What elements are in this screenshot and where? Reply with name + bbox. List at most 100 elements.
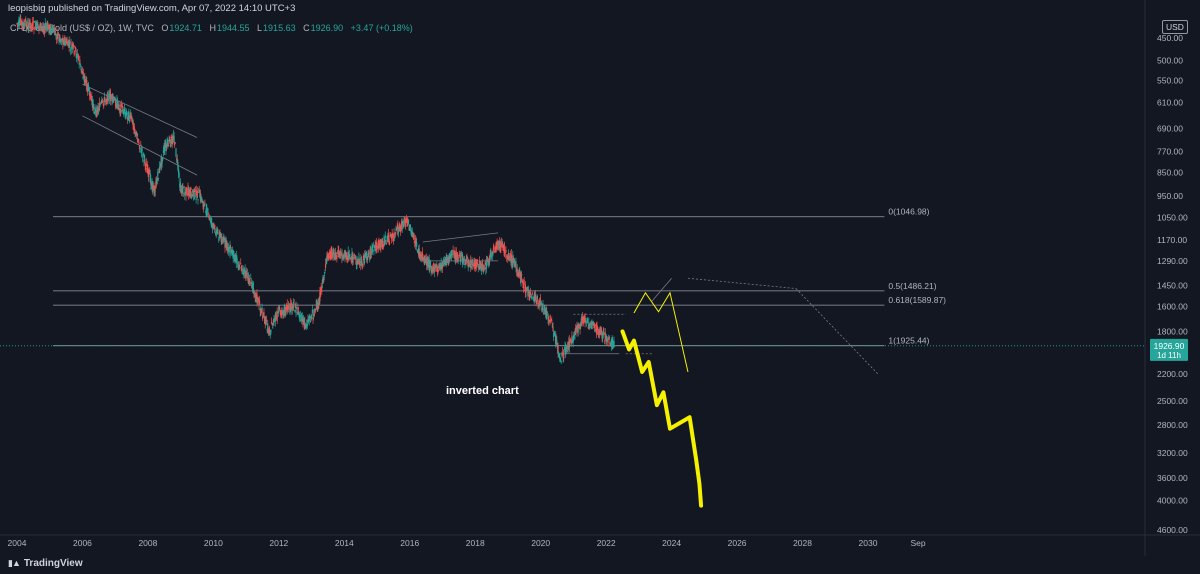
candle-body: [544, 308, 546, 312]
candle-body: [256, 294, 258, 303]
tradingview-brand[interactable]: ▮▲ TradingView: [8, 558, 83, 569]
candle-body: [448, 257, 450, 261]
candle-body: [150, 182, 153, 186]
candle-body: [379, 239, 381, 246]
price-chart[interactable]: 450.00 500.00 550.00 610.00 690.00 770.00 850.…: [0, 0, 1200, 556]
candle-body: [602, 330, 604, 332]
candle-body: [363, 255, 366, 264]
candle-body: [590, 321, 592, 325]
candle-body: [238, 267, 240, 269]
candle-body: [389, 235, 391, 237]
candle-body: [303, 319, 305, 326]
candle-body: [530, 296, 532, 298]
candle-body: [161, 157, 163, 164]
currency-button[interactable]: USD: [1162, 20, 1188, 34]
candle-body: [70, 42, 72, 46]
candle-body: [99, 106, 101, 107]
candle-body: [339, 251, 341, 256]
candle-body: [62, 40, 65, 45]
candle-body: [140, 144, 142, 146]
candle-body: [450, 254, 452, 257]
candle-body: [79, 59, 81, 64]
candle-body: [155, 181, 157, 189]
candle-body: [478, 260, 481, 270]
candle-body: [55, 33, 57, 37]
candle-body: [88, 85, 90, 88]
candle-body: [509, 253, 511, 259]
candle-body: [445, 257, 447, 264]
candle-body: [215, 232, 217, 237]
candle-body: [423, 259, 425, 264]
x-tick-label: 2024: [662, 538, 681, 548]
candle-body: [414, 245, 416, 246]
candle-body: [354, 256, 356, 258]
candle-body: [58, 37, 60, 42]
candle-body: [296, 308, 298, 309]
candle-body: [372, 244, 374, 246]
candle-body: [395, 227, 398, 231]
candle-body: [17, 22, 19, 24]
candle-body: [278, 307, 280, 310]
candle-body: [470, 259, 472, 268]
candle-body: [45, 26, 47, 30]
candle-body: [404, 217, 406, 221]
candle-body: [243, 270, 246, 274]
candle-body: [83, 76, 85, 82]
current-price-tag: [1150, 338, 1188, 361]
candle-body: [368, 253, 370, 255]
candle-body: [252, 282, 254, 291]
candle-body: [156, 179, 158, 185]
y-tick-label: 1290.00: [1157, 256, 1188, 266]
candle-body: [196, 189, 198, 195]
candle-body: [292, 302, 295, 309]
candle-body: [95, 106, 97, 117]
candle-body: [593, 322, 595, 325]
candle-body: [554, 334, 557, 345]
candle-body: [49, 26, 51, 34]
candle-body: [376, 247, 378, 251]
candle-body: [253, 294, 256, 296]
symbol-name[interactable]: CFDs on Gold (US$ / OZ), 1W, TVC: [10, 23, 154, 33]
candle-body: [61, 38, 63, 41]
candle-body: [338, 249, 340, 257]
candle-body: [510, 254, 513, 264]
candle-body: [313, 313, 315, 317]
candle-body: [524, 284, 527, 293]
candle-body: [225, 239, 227, 246]
candle-body: [176, 158, 178, 160]
candle-body: [394, 232, 396, 235]
candle-body: [561, 354, 563, 356]
candle-body: [560, 361, 562, 362]
candle-body: [173, 135, 175, 143]
candle-body: [566, 345, 569, 349]
candle-body: [543, 312, 545, 314]
candle-body: [239, 267, 241, 269]
candle-body: [580, 318, 582, 322]
candle-body: [229, 245, 231, 256]
candle-body: [541, 305, 543, 310]
candle-body: [263, 311, 265, 316]
candle-body: [436, 266, 439, 273]
candle-body: [237, 261, 239, 267]
candle-body: [429, 260, 432, 268]
candle-body: [309, 320, 312, 323]
candle-body: [563, 349, 565, 351]
candle-body: [187, 186, 190, 196]
candle-body: [531, 297, 533, 299]
candle-body: [504, 246, 506, 255]
candle-body: [499, 240, 501, 248]
candle-body: [474, 259, 476, 269]
candle-body: [192, 189, 195, 197]
candle-body: [553, 333, 555, 338]
candle-body: [246, 276, 248, 279]
candle-body: [89, 92, 91, 101]
candle-body: [201, 197, 203, 200]
candle-body: [505, 250, 507, 253]
candle-body: [324, 272, 326, 274]
x-tick-label: Sep: [910, 538, 925, 548]
candle-body: [528, 295, 530, 297]
candle-body: [260, 308, 262, 312]
candle-body: [397, 230, 400, 233]
candle-body: [319, 288, 322, 297]
candle-body: [610, 338, 613, 347]
